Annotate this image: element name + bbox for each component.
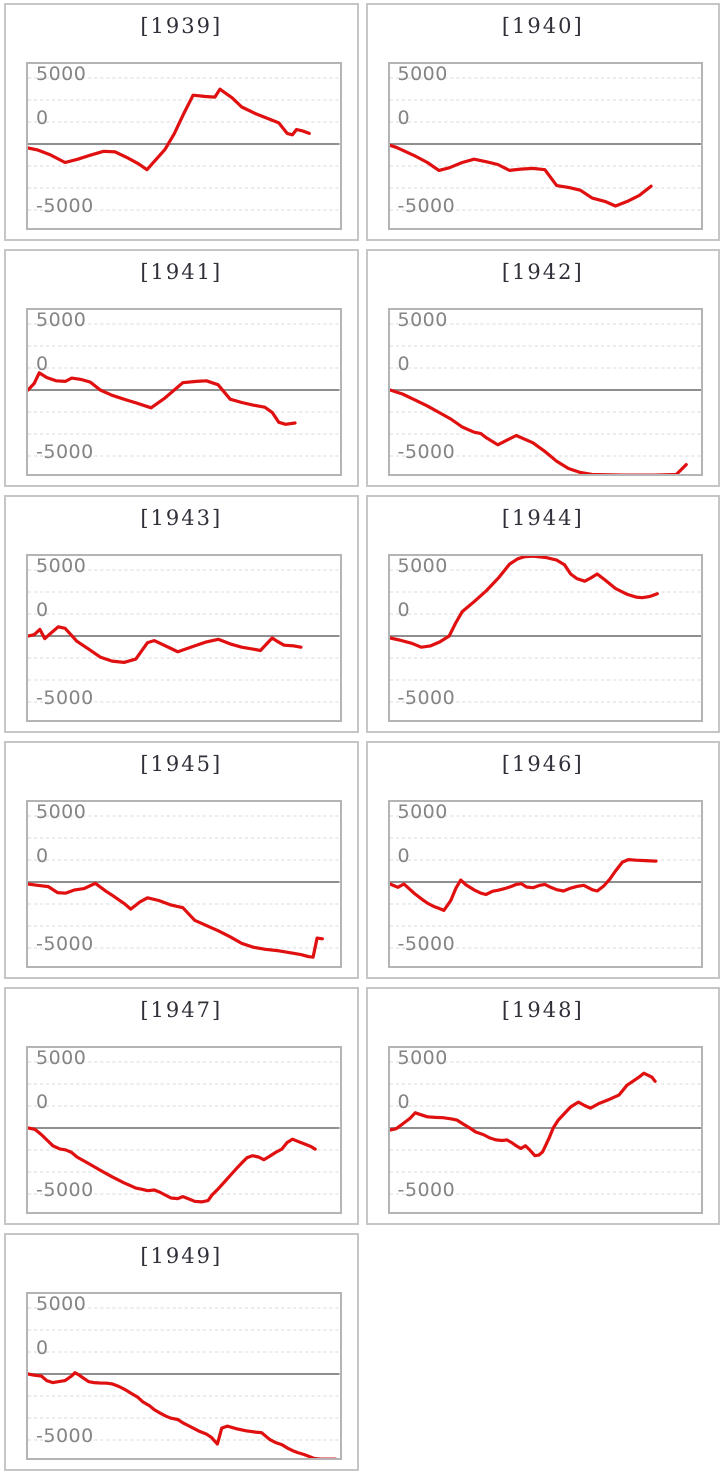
plot-area: 5000 0 -5000: [387, 62, 703, 230]
line-chart-canvas: [389, 556, 701, 703]
y-tick-label: 0: [36, 1091, 49, 1113]
series-line: [28, 371, 297, 426]
y-tick-label: 0: [397, 1091, 411, 1113]
y-tick-label: 5000: [397, 63, 448, 85]
panel-title: [1945]: [140, 752, 223, 776]
year-panel-1944: [1944] 5000 0 -5000: [365, 495, 720, 733]
panel-title: [1949]: [140, 1244, 223, 1268]
y-tick-label: -5000: [397, 687, 456, 709]
plot-area: 5000 0 -5000: [26, 800, 342, 968]
year-panel-1943: [1943] 5000 0 -5000: [4, 495, 359, 733]
panel-title: [1947]: [140, 998, 223, 1022]
panel-title: [1943]: [140, 506, 223, 530]
y-tick-label: 5000: [397, 309, 448, 331]
line-chart-canvas: [389, 323, 701, 474]
plot-area: 5000 0 -5000: [26, 1292, 342, 1460]
plot-area: 5000 0 -5000: [387, 308, 703, 476]
series-line: [28, 1371, 337, 1458]
line-chart-canvas: [28, 1307, 340, 1458]
y-tick-label: 5000: [36, 555, 87, 577]
y-tick-label: -5000: [397, 195, 456, 217]
series-line: [389, 556, 659, 649]
line-chart-canvas: [28, 77, 340, 211]
year-panel-1948: [1948] 5000 0 -5000: [365, 987, 720, 1225]
y-tick-label: 0: [397, 845, 411, 867]
series-line: [389, 1071, 657, 1158]
y-tick-label: 5000: [397, 801, 448, 823]
y-tick-label: 5000: [397, 1047, 448, 1069]
year-panel-1945: [1945] 5000 0 -5000: [4, 741, 359, 979]
y-tick-label: 0: [36, 353, 49, 375]
y-tick-label: -5000: [36, 1179, 94, 1201]
plot-area: 5000 0 -5000: [26, 1046, 342, 1214]
plot-area: 5000 0 -5000: [387, 1046, 703, 1214]
y-tick-label: 5000: [36, 1293, 87, 1315]
series-line: [28, 1126, 317, 1204]
series-line: [28, 87, 311, 172]
series-line: [389, 388, 688, 474]
line-chart-canvas: [389, 77, 701, 211]
y-tick-label: -5000: [36, 441, 94, 463]
line-chart-canvas: [28, 815, 340, 959]
year-panel-1940: [1940] 5000 0 -5000: [365, 3, 720, 241]
line-chart-canvas: [28, 569, 340, 703]
panel-title: [1946]: [501, 752, 584, 776]
line-chart-canvas: [28, 323, 340, 457]
y-tick-label: 0: [397, 107, 411, 129]
plot-area: 5000 0 -5000: [26, 308, 342, 476]
panel-title: [1939]: [140, 14, 223, 38]
y-tick-label: -5000: [36, 933, 94, 955]
y-tick-label: 5000: [397, 555, 448, 577]
panel-title: [1942]: [501, 260, 584, 284]
year-panel-1942: [1942] 5000 0 -5000: [365, 249, 720, 487]
plot-area: 5000 0 -5000: [387, 800, 703, 968]
y-tick-label: 0: [36, 845, 49, 867]
panel-title: [1944]: [501, 506, 584, 530]
series-line: [389, 143, 653, 208]
empty-grid-cell: [365, 1233, 720, 1471]
plot-area: 5000 0 -5000: [26, 62, 342, 230]
y-tick-label: -5000: [397, 1179, 456, 1201]
series-line: [28, 881, 324, 959]
y-tick-label: 0: [36, 1337, 49, 1359]
line-chart-canvas: [389, 1061, 701, 1195]
series-line: [28, 625, 303, 665]
y-tick-label: -5000: [397, 933, 456, 955]
y-tick-label: -5000: [397, 441, 456, 463]
line-chart-canvas: [389, 815, 701, 949]
y-tick-label: 0: [36, 599, 49, 621]
y-tick-label: 5000: [36, 1047, 87, 1069]
panel-title: [1948]: [501, 998, 584, 1022]
year-panel-1941: [1941] 5000 0 -5000: [4, 249, 359, 487]
plot-area: 5000 0 -5000: [26, 554, 342, 722]
panel-title: [1940]: [501, 14, 584, 38]
year-panel-1939: [1939] 5000 0 -5000: [4, 3, 359, 241]
y-tick-label: 5000: [36, 63, 87, 85]
y-tick-label: 0: [397, 353, 411, 375]
line-chart-canvas: [28, 1061, 340, 1204]
y-tick-label: -5000: [36, 1425, 94, 1447]
y-tick-label: 5000: [36, 309, 87, 331]
panel-title: [1941]: [140, 260, 223, 284]
plot-area: 5000 0 -5000: [387, 554, 703, 722]
y-tick-label: 0: [397, 599, 411, 621]
y-tick-label: 0: [36, 107, 49, 129]
year-panel-1949: [1949] 5000 0 -5000: [4, 1233, 359, 1471]
y-tick-label: -5000: [36, 687, 94, 709]
series-line: [389, 857, 658, 913]
year-panel-1946: [1946] 5000 0 -5000: [365, 741, 720, 979]
year-panel-1947: [1947] 5000 0 -5000: [4, 987, 359, 1225]
y-tick-label: 5000: [36, 801, 87, 823]
y-tick-label: -5000: [36, 195, 94, 217]
